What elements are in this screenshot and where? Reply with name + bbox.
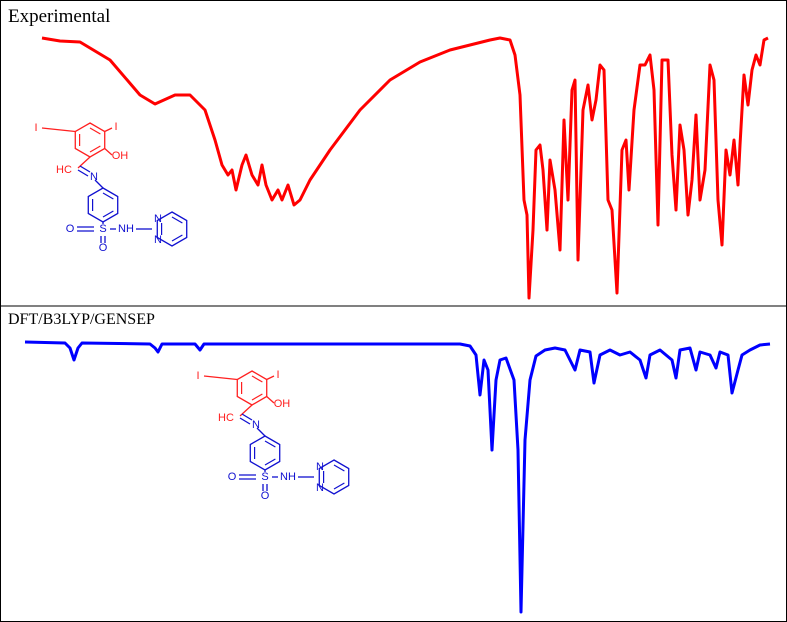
bond bbox=[77, 169, 89, 177]
atom-label: O bbox=[66, 223, 75, 235]
atom-label: I bbox=[34, 122, 37, 134]
bond bbox=[239, 417, 251, 425]
atom-label: O bbox=[99, 242, 108, 254]
atom-label: NH bbox=[280, 471, 296, 483]
atom-label: S bbox=[261, 471, 268, 483]
atom-label: I bbox=[276, 369, 279, 381]
bond bbox=[333, 482, 345, 490]
bond bbox=[102, 210, 114, 218]
atom-label: N bbox=[90, 171, 98, 183]
atom-label: N bbox=[316, 482, 324, 494]
bond bbox=[102, 192, 114, 200]
atom-label: NH bbox=[118, 223, 134, 235]
bond bbox=[251, 393, 263, 401]
bond bbox=[264, 458, 276, 466]
panel-label: Experimental bbox=[8, 6, 110, 27]
ring bbox=[318, 459, 350, 495]
atom-label: O bbox=[261, 490, 270, 502]
spectrum-dft bbox=[24, 340, 771, 614]
bond bbox=[333, 464, 345, 472]
bond bbox=[89, 145, 101, 153]
bond bbox=[89, 127, 101, 135]
atom-label: N bbox=[154, 213, 162, 225]
bond bbox=[104, 148, 113, 156]
bond bbox=[171, 216, 183, 224]
bond bbox=[251, 375, 263, 383]
atom-label: I bbox=[114, 121, 117, 133]
bond bbox=[241, 413, 253, 421]
bond bbox=[203, 375, 238, 381]
atom-label: OH bbox=[112, 150, 129, 162]
atom-label: HC bbox=[218, 412, 234, 424]
atom-label: N bbox=[252, 419, 260, 431]
atom-label: S bbox=[99, 223, 106, 235]
atom-label: I bbox=[196, 370, 199, 382]
bond bbox=[266, 396, 275, 404]
bond bbox=[264, 440, 276, 448]
bond bbox=[266, 375, 275, 381]
bond bbox=[79, 165, 91, 173]
ring bbox=[156, 211, 188, 247]
atom-label: N bbox=[154, 234, 162, 246]
bond bbox=[41, 127, 76, 133]
bond bbox=[171, 234, 183, 242]
spectrum-experimental bbox=[41, 36, 769, 300]
panel-label: DFT/B3LYP/GENSEP bbox=[8, 311, 155, 328]
bond bbox=[104, 127, 113, 133]
atom-label: O bbox=[228, 471, 237, 483]
atom-label: HC bbox=[56, 164, 72, 176]
atom-label: OH bbox=[274, 398, 291, 410]
bond bbox=[256, 427, 266, 437]
atom-label: N bbox=[316, 461, 324, 473]
bond bbox=[94, 179, 104, 189]
